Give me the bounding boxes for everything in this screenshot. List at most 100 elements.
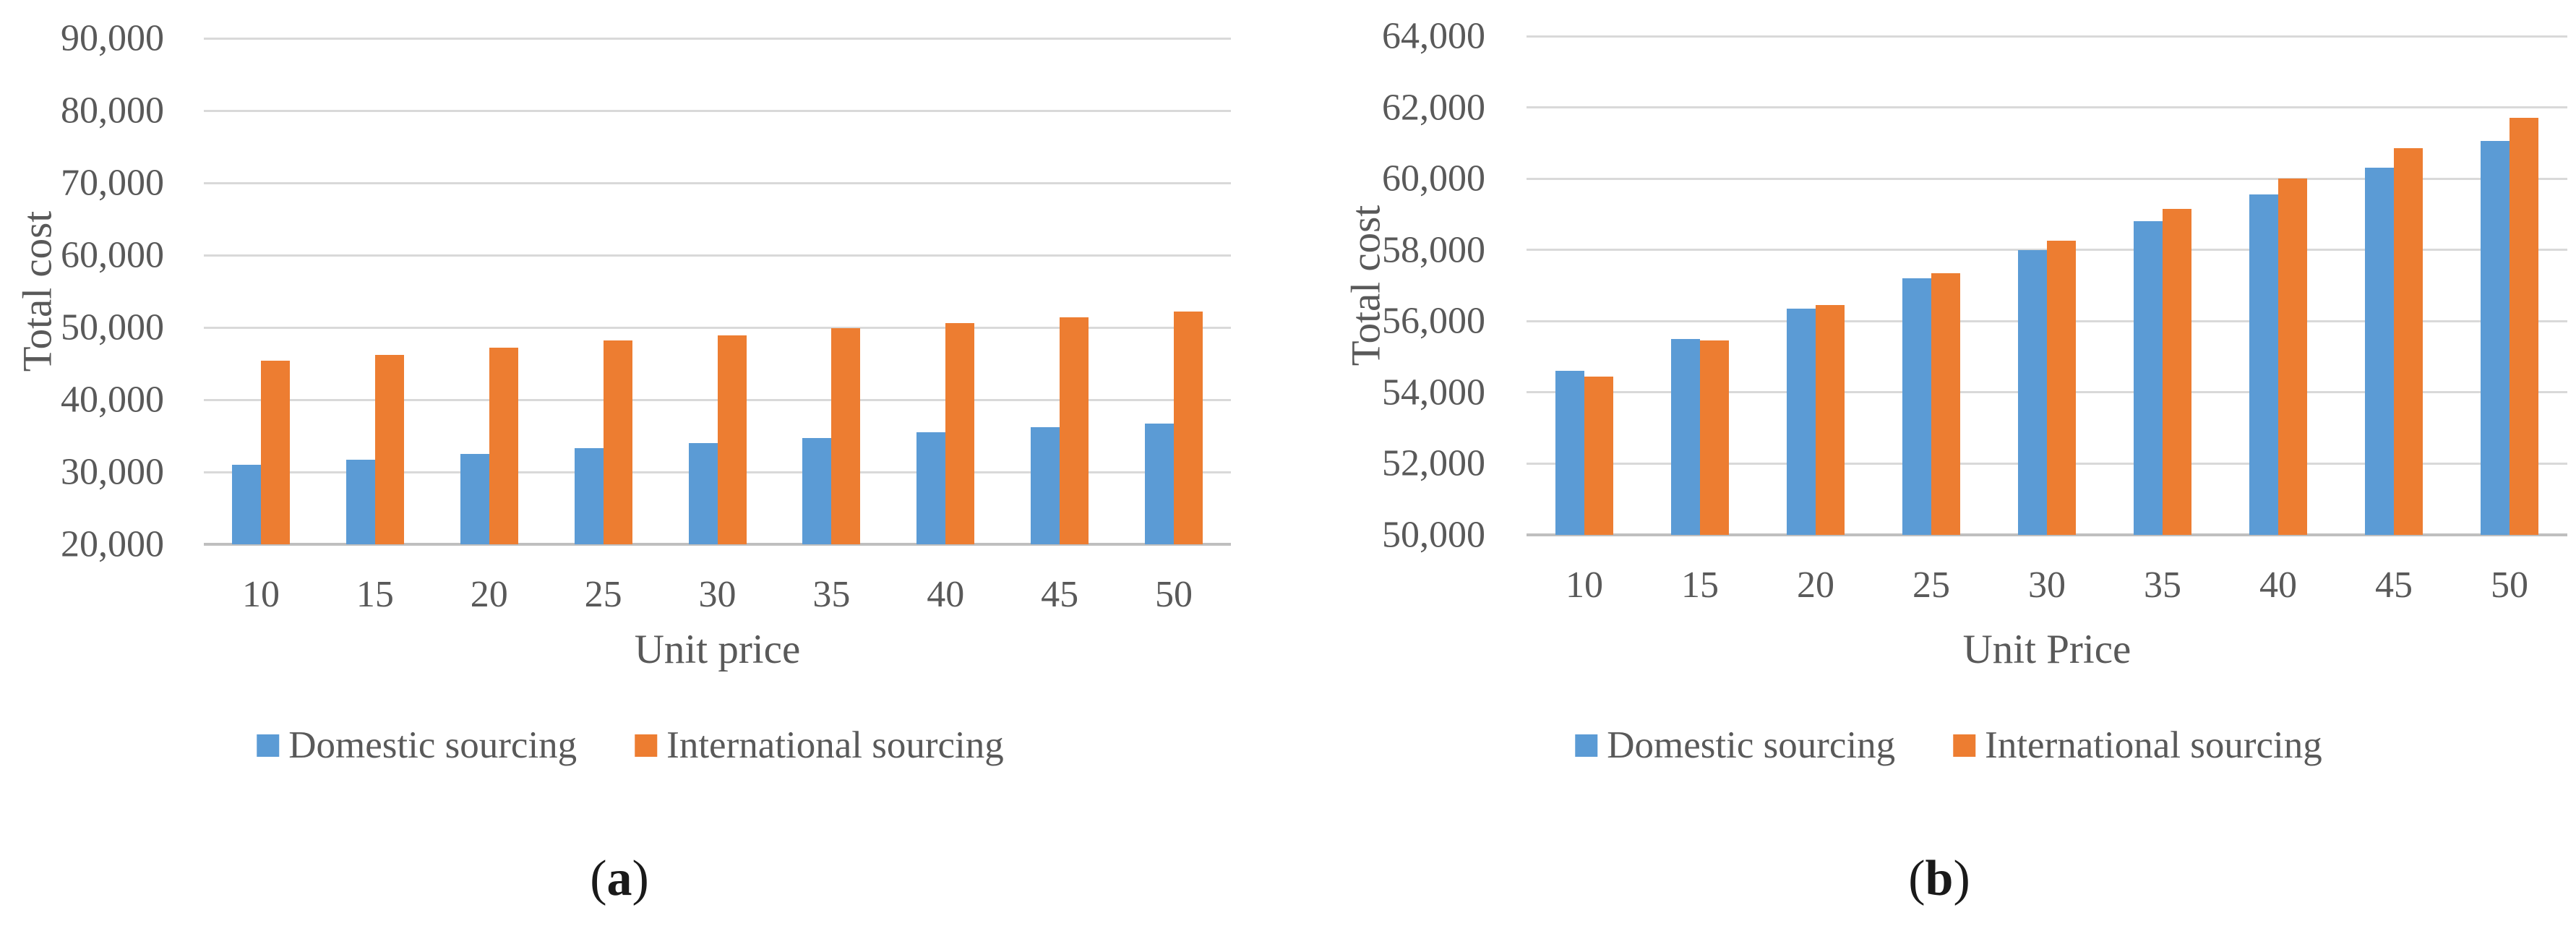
x-tick-label: 50 — [2491, 565, 2528, 606]
bar-domestic-20 — [1787, 309, 1816, 535]
bar-domestic-25 — [1902, 278, 1931, 535]
caption-paren-close: ) — [1953, 851, 1970, 906]
gridline — [204, 326, 1231, 329]
x-axis-title: Unit price — [634, 627, 801, 672]
y-tick-label: 64,000 — [1382, 15, 1485, 57]
legend-swatch-international — [1953, 734, 1976, 757]
bar-international-20 — [489, 348, 518, 544]
legend-swatch-international — [635, 734, 658, 757]
gridline — [1527, 106, 2567, 109]
legend-item-domestic: Domestic sourcing — [257, 724, 577, 767]
caption-letter: a — [606, 851, 632, 906]
x-tick-label: 25 — [584, 574, 622, 615]
bar-domestic-10 — [231, 465, 261, 544]
x-axis-line — [204, 543, 1231, 546]
gridline — [1527, 35, 2567, 38]
x-axis-line — [1527, 533, 2567, 536]
y-tick-label: 56,000 — [1382, 300, 1485, 342]
bar-domestic-50 — [2481, 141, 2510, 535]
legend-label-domestic: Domestic sourcing — [288, 724, 578, 766]
x-tick-label: 10 — [241, 574, 280, 615]
y-tick-label: 52,000 — [1382, 442, 1485, 484]
caption-paren-close: ) — [632, 851, 649, 906]
y-tick-label: 62,000 — [1382, 87, 1485, 129]
bar-domestic-35 — [2134, 221, 2163, 535]
bar-international-15 — [374, 355, 404, 544]
y-tick-label: 54,000 — [1382, 372, 1485, 413]
x-tick-label: 45 — [2375, 565, 2413, 606]
bar-domestic-20 — [460, 454, 489, 544]
x-tick-label: 50 — [1155, 574, 1193, 615]
y-tick-label: 60,000 — [61, 234, 164, 276]
gridline — [1527, 177, 2567, 180]
y-tick-label: 30,000 — [61, 451, 164, 493]
bar-international-45 — [2394, 148, 2423, 535]
x-tick-label: 40 — [2259, 565, 2297, 606]
bar-domestic-30 — [2018, 249, 2047, 535]
bar-international-40 — [945, 323, 975, 544]
bar-domestic-15 — [345, 460, 375, 544]
bar-international-35 — [831, 328, 861, 544]
bar-international-45 — [1060, 317, 1089, 544]
bar-domestic-40 — [916, 432, 946, 544]
legend-item-international: International sourcing — [635, 724, 1004, 767]
gridline — [204, 254, 1231, 257]
y-tick-label: 50,000 — [1382, 514, 1485, 556]
x-tick-label: 15 — [1681, 565, 1719, 606]
x-tick-label: 40 — [927, 574, 965, 615]
bar-domestic-30 — [688, 443, 718, 544]
bar-international-25 — [1931, 273, 1960, 535]
legend: Domestic sourcing International sourcing — [1575, 724, 2322, 767]
x-tick-label: 30 — [2028, 565, 2066, 606]
bar-international-40 — [2278, 179, 2307, 535]
bar-international-10 — [260, 361, 290, 544]
x-tick-label: 35 — [812, 574, 851, 615]
x-tick-label: 10 — [1566, 565, 1603, 606]
x-tick-label: 30 — [698, 574, 737, 615]
bar-international-10 — [1584, 376, 1613, 535]
gridline — [204, 181, 1231, 184]
legend-label-domestic: Domestic sourcing — [1607, 724, 1896, 766]
x-tick-label: 45 — [1041, 574, 1079, 615]
x-tick-label: 35 — [2144, 565, 2181, 606]
bar-domestic-35 — [802, 438, 832, 544]
x-tick-label: 15 — [356, 574, 394, 615]
bar-international-30 — [717, 335, 747, 544]
x-tick-label: 20 — [1797, 565, 1834, 606]
legend-swatch-domestic — [1575, 734, 1598, 757]
bar-international-35 — [2163, 209, 2191, 535]
y-tick-label: 90,000 — [61, 17, 164, 59]
y-tick-label: 70,000 — [61, 162, 164, 204]
bar-international-15 — [1700, 340, 1729, 535]
bar-domestic-50 — [1145, 424, 1175, 544]
bar-domestic-40 — [2249, 194, 2278, 535]
chart-panel-a: Total cost 20,000 30,000 40,000 50,000 60,00… — [15, 17, 1231, 908]
legend-swatch-domestic — [257, 734, 280, 757]
bar-domestic-15 — [1671, 338, 1700, 535]
x-tick-label: 25 — [1912, 565, 1950, 606]
legend: Domestic sourcing International sourcing — [257, 724, 1004, 767]
legend-item-international: International sourcing — [1953, 724, 2322, 767]
chart-panel-b: Total cost 50,000 52,000 54,000 56,000 58,00… — [1288, 0, 2576, 931]
x-tick-label: 20 — [470, 574, 508, 615]
bar-international-30 — [2047, 241, 2076, 535]
bar-international-20 — [1816, 305, 1845, 535]
y-tick-label: 58,000 — [1382, 229, 1485, 271]
bar-domestic-10 — [1555, 371, 1584, 535]
legend-label-international: International sourcing — [1985, 724, 2322, 766]
caption-paren-open: ( — [1908, 851, 1925, 906]
subfigure-caption-a: (a) — [590, 850, 649, 908]
legend-item-domestic: Domestic sourcing — [1575, 724, 1895, 767]
bar-international-50 — [1174, 312, 1203, 544]
x-axis-title: Unit Price — [1962, 627, 2131, 672]
gridline — [204, 109, 1231, 112]
bar-international-50 — [2510, 118, 2538, 535]
subfigure-caption-b: (b) — [1908, 850, 1970, 908]
bar-international-25 — [603, 340, 632, 544]
y-tick-label: 50,000 — [61, 306, 164, 348]
bar-domestic-45 — [1031, 427, 1060, 544]
bar-domestic-25 — [574, 448, 604, 544]
gridline — [204, 37, 1231, 40]
y-tick-label: 20,000 — [61, 523, 164, 565]
